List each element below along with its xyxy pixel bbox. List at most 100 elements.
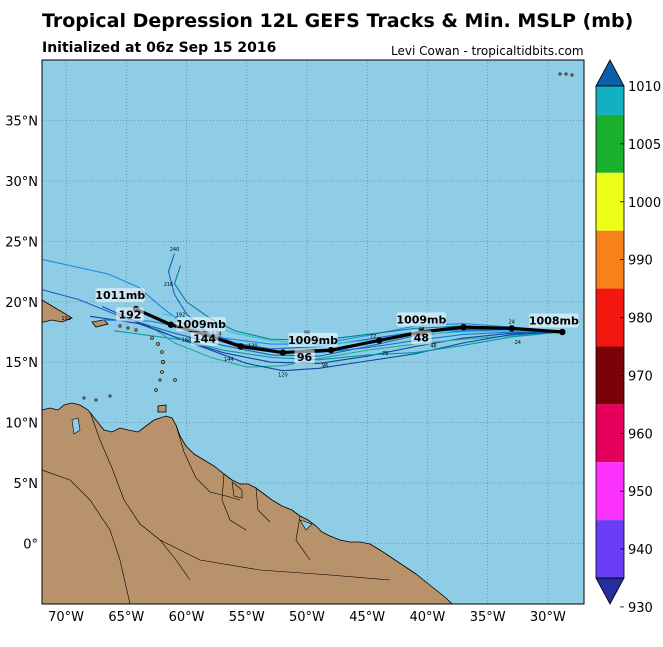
trinidad-land — [157, 404, 167, 413]
mean-track-label: 1011mb — [95, 288, 145, 303]
latitude-tick-labels: 0° 5°N 10°N 15°N 20°N 25°N 30°N 35°N — [5, 114, 38, 552]
label-text: 144 — [193, 333, 216, 346]
mean-track-point — [327, 346, 335, 354]
colorbar-segment — [596, 114, 624, 173]
colorbar-label: 1000 — [628, 196, 661, 211]
map-title: Tropical Depression 12L GEFS Tracks & Mi… — [42, 10, 634, 32]
member-hour-label: 240 — [170, 247, 180, 253]
member-track — [150, 325, 563, 368]
longitude-tick-labels: 70°W 65°W 60°W 55°W 50°W 45°W 40°W 35°W 30°W — [48, 610, 566, 625]
mean-track-point — [237, 343, 244, 350]
colorbar-segment — [596, 288, 624, 347]
label-text: 48 — [414, 331, 429, 344]
lat-tick-label: 30°N — [5, 175, 38, 190]
colorbar-label: 970 — [628, 369, 653, 384]
label-text: 192 — [118, 308, 141, 321]
lon-tick-label: 65°W — [108, 610, 144, 625]
member-hour-label: 144 — [224, 357, 234, 363]
mean-track-label: 48 — [411, 330, 432, 345]
member-hour-label: 72 — [382, 351, 388, 357]
label-text: 96 — [297, 351, 313, 364]
label-background — [529, 313, 579, 328]
colorbar-label: 940 — [628, 543, 653, 558]
member-hour-label: 48 — [430, 344, 436, 350]
label-text: 1009mb — [176, 318, 226, 331]
colorbar-segment — [596, 462, 624, 521]
colorbar-segment — [596, 172, 624, 231]
lat-tick-label: 0° — [23, 538, 38, 553]
colorbar-top-arrow — [595, 59, 625, 87]
colorbar-frame — [595, 85, 625, 579]
lon-tick-label: 50°W — [289, 610, 325, 625]
mean-track-point — [376, 337, 383, 344]
amazon-delta — [299, 519, 313, 531]
colorbar-label: 1010 — [628, 80, 661, 95]
pressure-colorbar — [595, 59, 625, 605]
lon-tick-label: 55°W — [229, 610, 265, 625]
mean-track-label: 1009mb — [176, 317, 226, 332]
hispaniola-land — [42, 299, 73, 323]
mean-track-label: 1009mb — [288, 332, 338, 347]
member-track — [42, 258, 563, 345]
mean-track-label: 144 — [190, 331, 219, 346]
member-hour-label: 24 — [515, 340, 521, 346]
mean-track-point — [279, 349, 287, 356]
credit: Levi Cowan - tropicaltidbits.com — [391, 44, 584, 58]
member-hour-label: 216 — [164, 282, 174, 288]
colorbar-segment — [596, 520, 624, 578]
label-background — [294, 349, 315, 364]
label-background — [190, 331, 219, 346]
country-borders — [42, 411, 391, 604]
colorbar-bottom-arrow — [595, 577, 625, 605]
colorbar-label: 960 — [628, 427, 653, 442]
label-background — [176, 317, 226, 332]
mean-track-point — [460, 323, 467, 331]
label-text: 1008mb — [529, 315, 579, 328]
mean-track-label: 1008mb — [529, 313, 579, 328]
lon-tick-label: 35°W — [470, 610, 506, 625]
member-hour-label: 192 — [61, 316, 71, 322]
colorbar-label: 950 — [628, 485, 653, 500]
lat-tick-label: 35°N — [5, 114, 38, 129]
member-track — [114, 330, 563, 361]
lon-tick-label: 40°W — [409, 610, 445, 625]
member-track — [90, 315, 563, 372]
mean-track-labels: 1008mb 1009mb 48 1009mb 96 1009mb 144 1011mb 192 — [95, 288, 579, 364]
colorbar-segment — [596, 346, 624, 405]
plot-frame — [41, 59, 585, 605]
label-text: 1009mb — [396, 313, 446, 326]
colorbar-labels: 1010 1005 1000 990 980 970 960 950 940 930 — [620, 80, 661, 616]
lat-tick-label: 25°N — [5, 235, 38, 250]
label-background — [288, 332, 338, 347]
colorbar-label: 980 — [628, 312, 653, 327]
lesser-antilles — [82, 72, 574, 402]
colorbar-label: 930 — [628, 601, 653, 616]
member-hour-label: 168 — [182, 338, 192, 344]
label-text: 1009mb — [288, 334, 338, 347]
label-background — [95, 288, 145, 303]
mean-track-label: 1009mb — [396, 312, 447, 327]
lon-tick-label: 45°W — [349, 610, 385, 625]
colorbar-segment — [596, 230, 624, 289]
south-america-land — [42, 402, 453, 604]
label-background — [411, 330, 432, 345]
member-hour-label: 24 — [509, 320, 515, 326]
mean-track-point — [559, 328, 566, 336]
member-hour-label: 120 — [278, 373, 288, 379]
colorbar-label: 990 — [628, 254, 653, 269]
mean-track-label: 192 — [116, 307, 144, 322]
lat-tick-label: 20°N — [5, 296, 38, 311]
member-hour-label: 192 — [176, 312, 186, 318]
colorbar-segment — [596, 404, 624, 463]
lon-tick-label: 60°W — [169, 610, 205, 625]
member-hour-label: 96 — [322, 363, 328, 369]
mean-track-label: 96 — [294, 349, 315, 364]
label-background — [396, 312, 446, 327]
mean-track-point — [508, 325, 515, 332]
lat-tick-label: 10°N — [5, 417, 38, 432]
puerto-rico-land — [91, 319, 109, 328]
lat-tick-label: 15°N — [5, 356, 38, 371]
colorbar-segment — [596, 86, 624, 115]
lon-tick-label: 70°W — [48, 610, 84, 625]
